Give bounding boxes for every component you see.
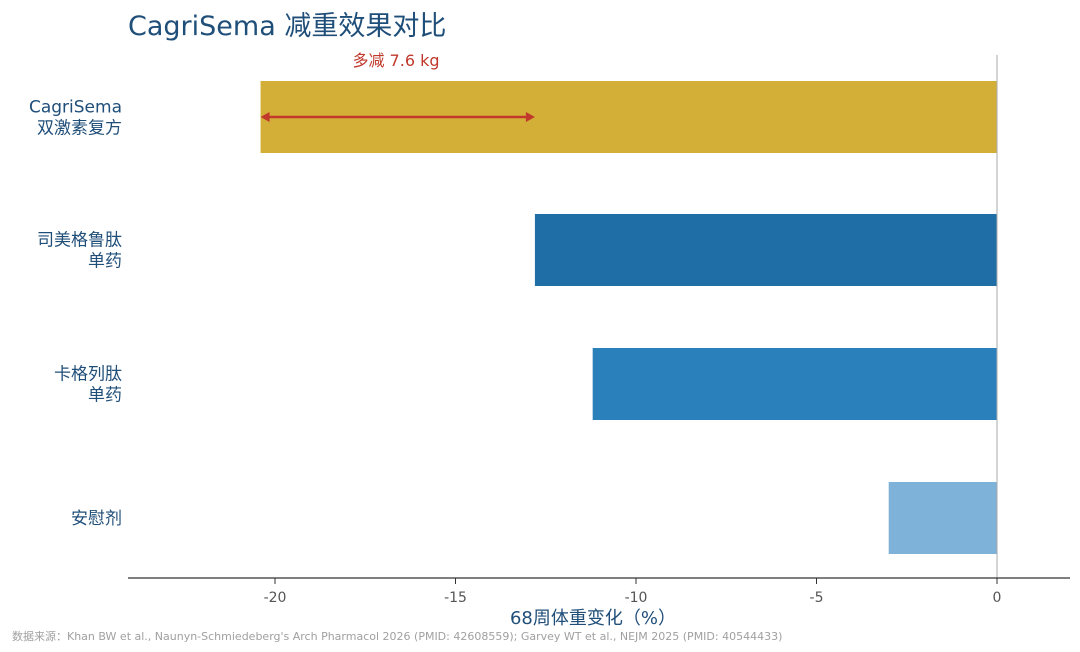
chart-title: CagriSema 减重效果对比: [128, 11, 447, 42]
category-label-line: 单药: [88, 252, 122, 272]
x-tick-label: -10: [625, 590, 648, 606]
bar: [534, 214, 997, 286]
category-label: CagriSema 双激素复方: [29, 98, 122, 139]
bars-layer: [260, 81, 997, 554]
x-tick-label: 0: [993, 590, 1002, 606]
annotation-text: 多减 7.6 kg: [352, 51, 439, 70]
category-label-line: 单药: [88, 386, 122, 406]
x-tick-label: -20: [264, 590, 287, 606]
category-label-line: 双激素复方: [37, 119, 122, 139]
category-label: 安慰剂: [71, 509, 122, 529]
x-axis-title: 68周体重变化（%）: [510, 608, 676, 629]
category-label-line: 安慰剂: [71, 509, 122, 529]
category-label: 卡格列肽单药: [54, 365, 122, 406]
x-axis: -20 -15 -10 -5 0 68周体重变化（%）: [128, 55, 1070, 629]
category-label-line: CagriSema: [29, 98, 122, 118]
category-label-line: 卡格列肽: [54, 365, 122, 385]
bar: [888, 482, 997, 554]
annotation-layer: 多减 7.6 kg: [260, 51, 535, 122]
category-label-line: 司美格鲁肽: [37, 231, 122, 251]
source-note: 数据来源：Khan BW et al., Naunyn-Schmiedeberg…: [12, 630, 783, 643]
bar: [592, 348, 997, 420]
x-tick-label: -15: [444, 590, 467, 606]
annotation-arrowhead-right: [525, 112, 535, 122]
x-tick-label: -5: [810, 590, 824, 606]
category-label: 司美格鲁肽单药: [37, 231, 122, 272]
annotation-arrowhead-left: [260, 112, 270, 122]
